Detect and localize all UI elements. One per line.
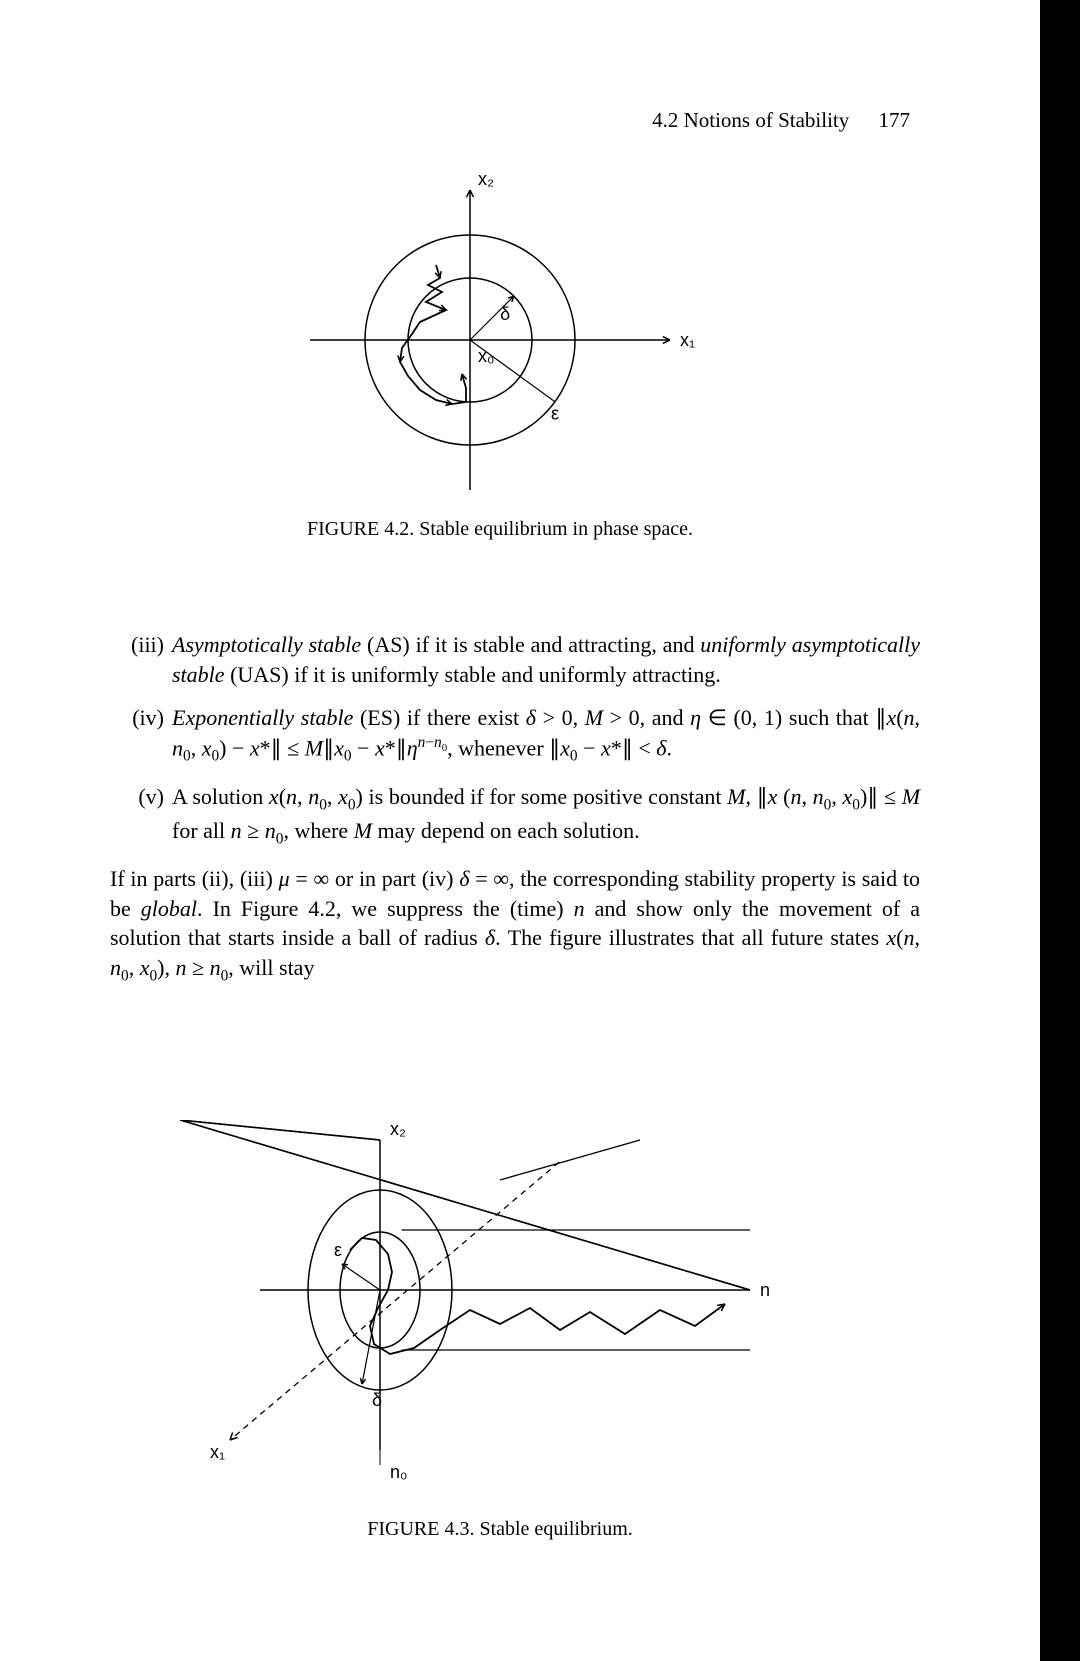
body-text: (iii) Asymptotically stable (AS) if it i… (110, 630, 920, 987)
figure-4-2-svg: x₂ x₁ x₀ δ ε (220, 160, 780, 500)
item-v-label: (v) (110, 782, 172, 850)
item-v: (v) A solution x(n, n0, x0) is bounded i… (110, 782, 920, 850)
item-iv: (iv) Exponentially stable (ES) if there … (110, 703, 920, 767)
figure-4-2-caption: FIGURE 4.2. Stable equilibrium in phase … (0, 518, 1000, 541)
figure-4-3-caption: FIGURE 4.3. Stable equilibrium. (0, 1518, 1000, 1541)
svg-text:ε: ε (551, 404, 559, 424)
item-iv-text: Exponentially stable (ES) if there exist… (172, 703, 920, 767)
svg-text:δ: δ (500, 304, 510, 324)
page: 4.2 Notions of Stability 177 x₂ x₁ x₀ δ ε FI… (0, 0, 1040, 1661)
svg-text:n: n (760, 1280, 770, 1300)
svg-text:δ: δ (372, 1390, 382, 1410)
svg-text:ε: ε (334, 1240, 342, 1260)
item-iv-label: (iv) (110, 703, 172, 767)
header-page-number: 177 (879, 108, 911, 132)
item-iii-text: Asymptotically stable (AS) if it is stab… (172, 630, 920, 689)
svg-text:x₀: x₀ (478, 346, 494, 366)
header-section: 4.2 Notions of Stability (652, 108, 849, 132)
svg-text:x₁: x₁ (210, 1442, 225, 1462)
svg-text:n₀: n₀ (390, 1462, 407, 1482)
svg-text:x₂: x₂ (478, 169, 494, 189)
svg-text:x₁: x₁ (680, 330, 695, 350)
item-iii-label: (iii) (110, 630, 172, 689)
paragraph-global: If in parts (ii), (iii) μ = ∞ or in part… (110, 864, 920, 987)
item-iii: (iii) Asymptotically stable (AS) if it i… (110, 630, 920, 689)
figure-4-2: x₂ x₁ x₀ δ ε FIGURE 4.2. Stable equilibrium … (0, 160, 1000, 541)
figure-4-3-svg: x₂ n n₀ x₁ ε δ (180, 1120, 820, 1500)
item-v-text: A solution x(n, n0, x0) is bounded if fo… (172, 782, 920, 850)
svg-text:x₂: x₂ (390, 1120, 406, 1139)
figure-4-3: x₂ n n₀ x₁ ε δ FIGURE 4.3. Stable equilibrium… (0, 1120, 1000, 1541)
running-header: 4.2 Notions of Stability 177 (652, 108, 910, 133)
